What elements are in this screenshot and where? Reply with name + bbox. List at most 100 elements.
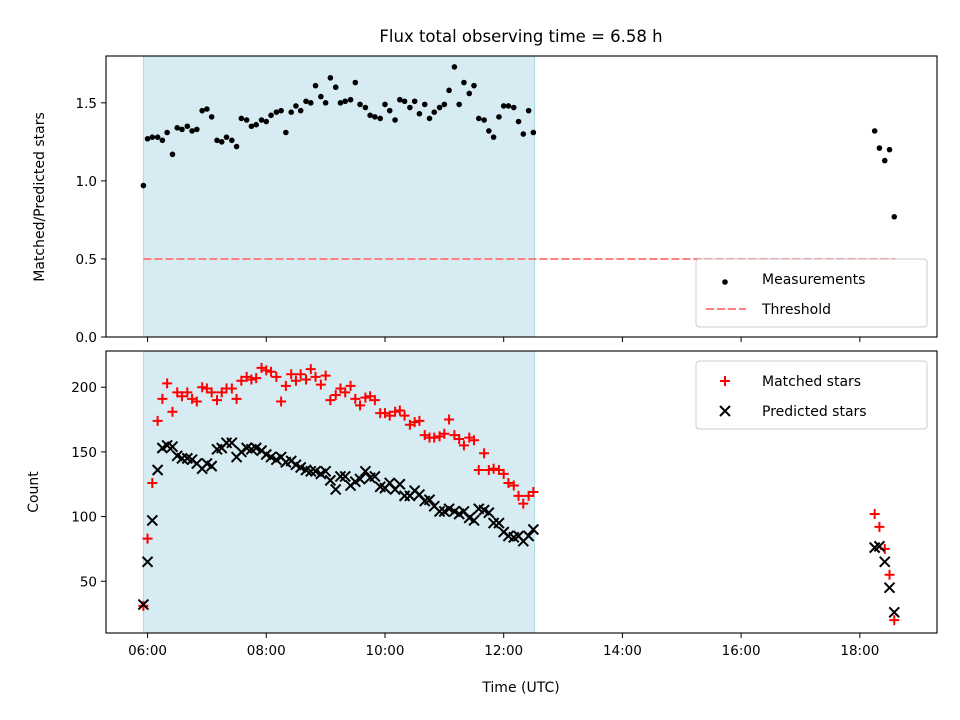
- matched-star-point: [231, 393, 242, 404]
- x-tick-label: 06:00: [128, 643, 167, 659]
- predicted-star-point: [522, 530, 535, 542]
- x-tick-label: 14:00: [603, 643, 642, 659]
- matched-star-point: [390, 406, 401, 417]
- measurement-point: [486, 128, 492, 134]
- observing-window-shading: [142, 55, 536, 634]
- measurement-point: [401, 98, 408, 105]
- measurement-point: [441, 101, 448, 108]
- bottom-y-axis-label: Count: [26, 471, 42, 513]
- measurement-point: [886, 146, 893, 153]
- measurement-point: [149, 134, 156, 140]
- matched-star-point: [280, 380, 291, 391]
- measurement-point: [481, 117, 487, 123]
- measurement-point: [278, 107, 284, 114]
- x-tick-label: 08:00: [247, 643, 286, 659]
- legend-x-marker: [719, 405, 731, 417]
- measurement-point: [318, 93, 324, 100]
- measurement-point: [347, 96, 354, 103]
- count-panel: [137, 362, 900, 626]
- matched-star-point: [439, 428, 450, 439]
- predicted-star-point: [873, 540, 886, 553]
- measurement-point: [322, 100, 329, 106]
- panel-frame-2: [105, 350, 938, 634]
- matched-star-point: [176, 391, 187, 402]
- matched-star-point: [394, 405, 405, 416]
- matched-star-point: [147, 477, 158, 488]
- matched-star-point: [458, 440, 469, 451]
- measurement-point: [233, 143, 240, 150]
- matched-star-point: [360, 392, 371, 403]
- measurement-point: [174, 125, 181, 131]
- measurement-point: [466, 90, 473, 97]
- measurement-point: [337, 100, 344, 106]
- matched-star-point: [528, 487, 539, 497]
- measurement-point: [362, 104, 369, 111]
- matched-star-point: [226, 383, 237, 394]
- measurement-point: [214, 137, 220, 144]
- matched-star-point: [340, 387, 351, 398]
- matched-star-point: [315, 379, 326, 390]
- measurement-point: [520, 131, 527, 137]
- measurement-point: [199, 107, 205, 114]
- measurement-point: [451, 64, 458, 70]
- matched-star-point: [874, 521, 885, 532]
- legend-box: [695, 258, 928, 328]
- predicted-star-point: [879, 556, 891, 568]
- matched-star-point: [369, 395, 380, 406]
- y-tick-label: 0.5: [76, 252, 97, 268]
- matched-star-point: [191, 396, 202, 407]
- measurement-point: [525, 107, 532, 114]
- measurement-point: [505, 103, 512, 109]
- matched-star-point: [182, 387, 193, 398]
- measurement-point: [411, 98, 418, 105]
- measurement-point: [392, 117, 398, 123]
- y-tick-label: 200: [71, 380, 97, 396]
- matched-star-point: [345, 380, 356, 391]
- measurement-point: [258, 117, 265, 123]
- measurement-point: [471, 82, 477, 89]
- measurement-point: [500, 103, 507, 109]
- measurement-point: [515, 118, 522, 125]
- ratio-legend: Measurements Threshold: [695, 258, 928, 328]
- x-tick-label: 10:00: [366, 643, 405, 659]
- y-axis-ticks: 0.0 0.5 1.0 1.5 50 100 150 200: [71, 96, 106, 590]
- measurement-point: [208, 114, 215, 120]
- measurement-point: [377, 115, 384, 122]
- measurement-point: [253, 121, 259, 128]
- matched-star-point: [246, 374, 257, 385]
- shaded-span-1: [142, 55, 536, 338]
- y-tick-label: 0.0: [76, 330, 97, 346]
- x-tick-label: 12:00: [484, 643, 523, 659]
- matched-star-point: [310, 371, 321, 382]
- predicted-star-point: [369, 470, 381, 483]
- top-y-axis-label: Matched/Predicted stars: [32, 112, 48, 282]
- measurement-point: [530, 129, 537, 136]
- matched-star-point: [498, 468, 509, 479]
- matched-star-point: [261, 365, 272, 376]
- x-axis-ticks: 06:00 08:00 10:00 12:00 14:00 16:00 18:00: [128, 337, 879, 659]
- predicted-star-point: [141, 556, 154, 568]
- measurement-point: [357, 101, 363, 108]
- measurement-point: [268, 112, 274, 119]
- measurement-point: [352, 79, 359, 86]
- matched-star-point: [325, 395, 336, 406]
- x-tick-label: 18:00: [840, 643, 879, 659]
- predicted-star-point: [394, 478, 406, 490]
- measurement-point: [293, 103, 299, 109]
- matched-star-point: [884, 569, 895, 580]
- measurement-point: [140, 182, 147, 189]
- measurement-point: [436, 104, 443, 111]
- predicted-star-point: [324, 474, 337, 487]
- measurement-point: [416, 110, 423, 117]
- predicted-star-point: [493, 517, 505, 529]
- predicted-star-point: [423, 494, 436, 506]
- matched-star-point: [513, 490, 524, 501]
- matched-star-point: [518, 498, 529, 509]
- predicted-star-point: [883, 582, 896, 594]
- predicted-star-point: [151, 464, 164, 476]
- measurement-point: [461, 79, 467, 86]
- measurement-point: [421, 101, 428, 108]
- matched-star-point: [276, 396, 287, 407]
- measurement-point: [397, 96, 403, 103]
- count-legend: Matched stars Predicted stars: [695, 360, 928, 430]
